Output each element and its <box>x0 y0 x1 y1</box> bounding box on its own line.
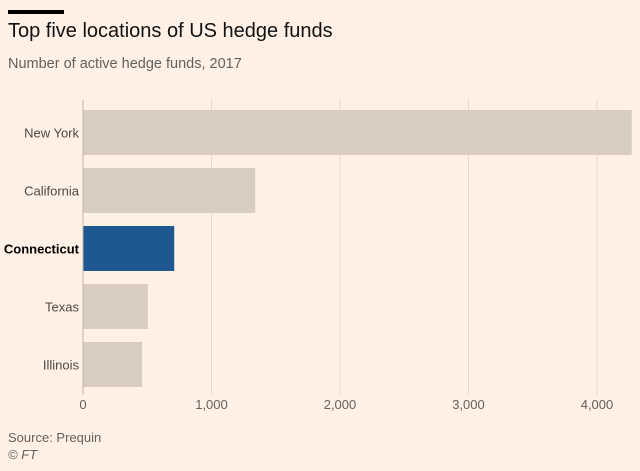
source-note: Source: Prequin <box>8 430 102 445</box>
category-label: Texas <box>45 300 79 315</box>
chart-subtitle: Number of active hedge funds, 2017 <box>8 56 242 72</box>
ft-header-bar <box>8 10 64 14</box>
x-tick-label: 1,000 <box>195 397 228 412</box>
category-label: New York <box>24 126 79 141</box>
x-tick-label: 3,000 <box>452 397 485 412</box>
category-label: Connecticut <box>4 242 80 257</box>
bar-california <box>83 168 256 213</box>
bar-illinois <box>83 342 143 387</box>
chart-title: Top five locations of US hedge funds <box>8 20 333 42</box>
bar-new-york <box>83 110 632 155</box>
category-label: Illinois <box>43 358 80 373</box>
bar-texas <box>83 284 148 329</box>
bar-connecticut <box>83 226 175 271</box>
ft-credit: © FT <box>8 447 38 462</box>
x-tick-label: 2,000 <box>324 397 357 412</box>
category-label: California <box>24 184 80 199</box>
x-tick-label: 0 <box>79 397 86 412</box>
x-tick-label: 4,000 <box>581 397 614 412</box>
